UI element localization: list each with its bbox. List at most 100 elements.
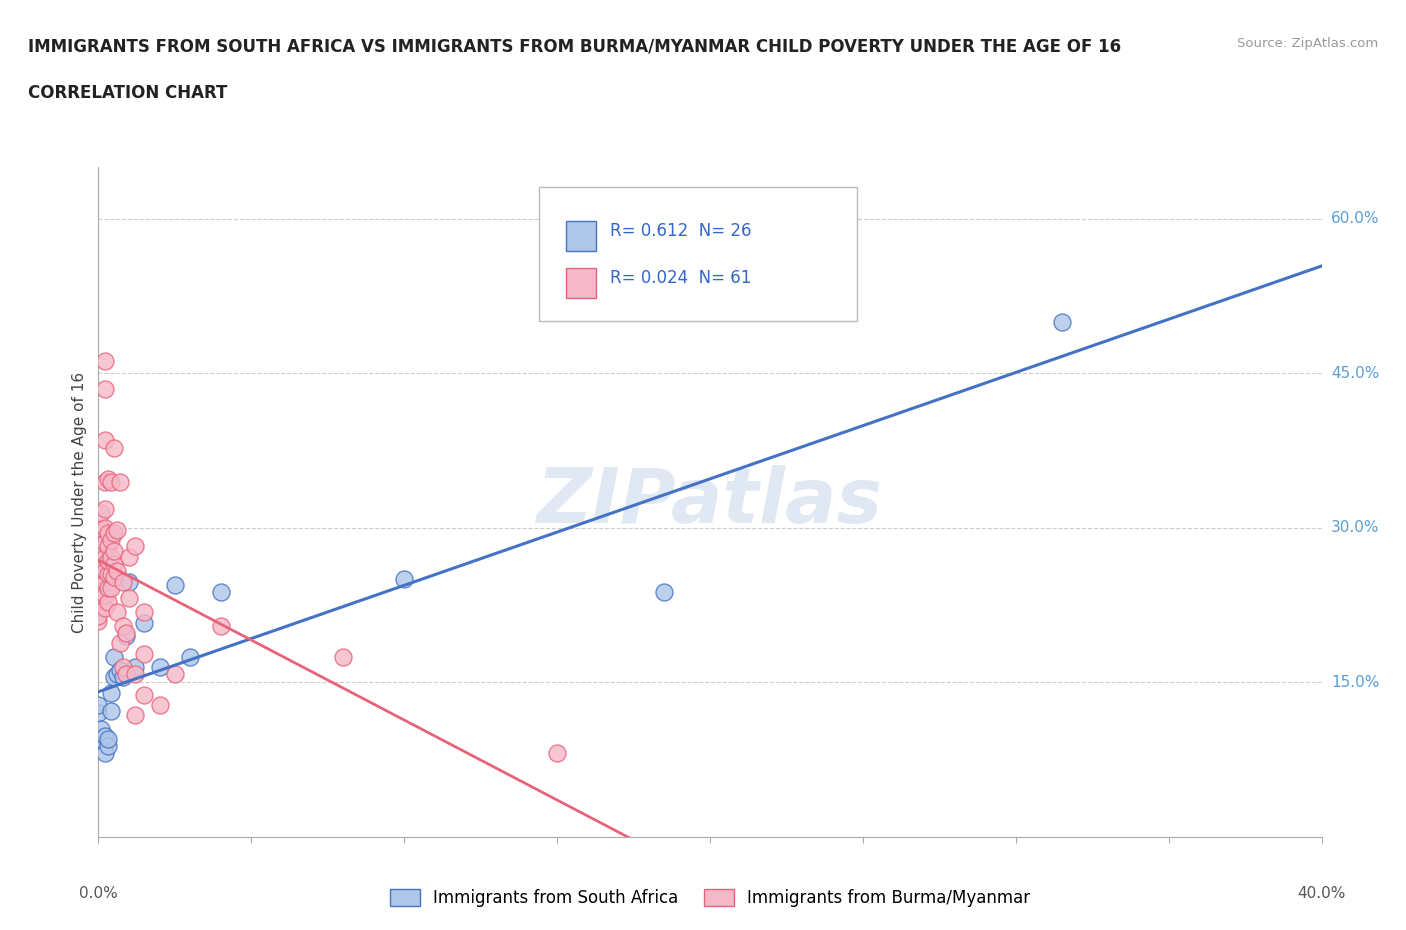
Point [93, 521, 115, 536]
Point [93, 536, 115, 551]
Point [90, 722, 112, 737]
Point [93, 601, 115, 616]
Text: 60.0%: 60.0% [1331, 211, 1379, 226]
Text: IMMIGRANTS FROM SOUTH AFRICA VS IMMIGRANTS FROM BURMA/MYANMAR CHILD POVERTY UNDE: IMMIGRANTS FROM SOUTH AFRICA VS IMMIGRAN… [28, 37, 1121, 55]
Point [97, 739, 120, 754]
Y-axis label: Child Poverty Under the Age of 16: Child Poverty Under the Age of 16 [72, 372, 87, 632]
Point [134, 646, 156, 661]
Point [97, 594, 120, 609]
Point [105, 523, 128, 538]
Point [134, 687, 156, 702]
Point [93, 353, 115, 368]
Point [652, 584, 675, 599]
Point [111, 618, 134, 633]
Point [103, 543, 125, 558]
Text: 40.0%: 40.0% [1298, 886, 1346, 901]
Point [392, 572, 416, 587]
Point [97, 580, 120, 595]
Point [100, 704, 122, 719]
Point [209, 618, 232, 633]
Point [332, 649, 354, 664]
Point [93, 574, 115, 589]
Point [97, 553, 120, 568]
Text: R= 0.024  N= 61: R= 0.024 N= 61 [610, 269, 751, 286]
Point [124, 667, 146, 682]
Point [103, 556, 125, 571]
Point [90, 732, 112, 747]
Point [90, 584, 112, 599]
Point [87, 706, 110, 721]
Point [93, 550, 115, 565]
Point [179, 649, 201, 664]
Point [87, 698, 110, 712]
Point [105, 605, 128, 620]
Point [93, 433, 115, 448]
Point [97, 472, 120, 486]
Point [118, 574, 141, 589]
Point [149, 698, 172, 712]
Point [93, 728, 115, 743]
FancyBboxPatch shape [565, 268, 596, 298]
FancyBboxPatch shape [565, 221, 596, 251]
Text: 45.0%: 45.0% [1331, 365, 1379, 381]
Text: CORRELATION CHART: CORRELATION CHART [28, 84, 228, 101]
Point [93, 381, 115, 396]
Point [97, 539, 120, 554]
Point [90, 567, 112, 582]
Point [100, 550, 122, 565]
Point [97, 567, 120, 582]
Point [108, 663, 131, 678]
Point [111, 659, 134, 674]
Text: ZIPatlas: ZIPatlas [537, 465, 883, 539]
Point [103, 525, 125, 540]
Point [209, 584, 232, 599]
Point [97, 732, 120, 747]
Point [103, 670, 125, 684]
Point [100, 533, 122, 548]
Point [115, 629, 138, 644]
Point [90, 505, 112, 520]
Text: 15.0%: 15.0% [1331, 675, 1379, 690]
Point [100, 685, 122, 700]
Text: Source: ZipAtlas.com: Source: ZipAtlas.com [1237, 37, 1378, 50]
Point [115, 667, 138, 682]
Point [111, 574, 134, 589]
Point [124, 659, 146, 674]
Point [134, 616, 156, 631]
FancyBboxPatch shape [538, 188, 856, 322]
Point [546, 745, 568, 760]
Point [93, 588, 115, 603]
Point [93, 502, 115, 517]
Text: R= 0.612  N= 26: R= 0.612 N= 26 [610, 222, 751, 240]
Point [105, 667, 128, 682]
Point [90, 521, 112, 536]
Point [97, 525, 120, 540]
Point [163, 667, 186, 682]
Text: 30.0%: 30.0% [1331, 521, 1379, 536]
Point [118, 550, 141, 565]
Point [87, 608, 110, 623]
Point [124, 708, 146, 723]
Point [124, 539, 146, 554]
Point [118, 591, 141, 605]
Point [149, 659, 172, 674]
Point [134, 605, 156, 620]
Point [90, 553, 112, 568]
Point [100, 580, 122, 595]
Point [93, 564, 115, 578]
Point [87, 613, 110, 628]
Point [163, 578, 186, 592]
Point [115, 626, 138, 641]
Point [100, 474, 122, 489]
Point [100, 567, 122, 582]
Point [103, 570, 125, 585]
Point [108, 636, 131, 651]
Text: 0.0%: 0.0% [79, 886, 118, 901]
Point [1050, 314, 1073, 329]
Point [90, 541, 112, 556]
Point [105, 564, 128, 578]
Point [103, 649, 125, 664]
Point [93, 474, 115, 489]
Point [108, 474, 131, 489]
Point [111, 670, 134, 684]
